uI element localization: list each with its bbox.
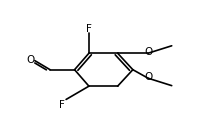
Text: F: F [59,100,65,110]
Text: F: F [86,24,92,34]
Text: O: O [145,72,153,82]
Text: O: O [27,55,35,65]
Text: O: O [145,47,153,57]
